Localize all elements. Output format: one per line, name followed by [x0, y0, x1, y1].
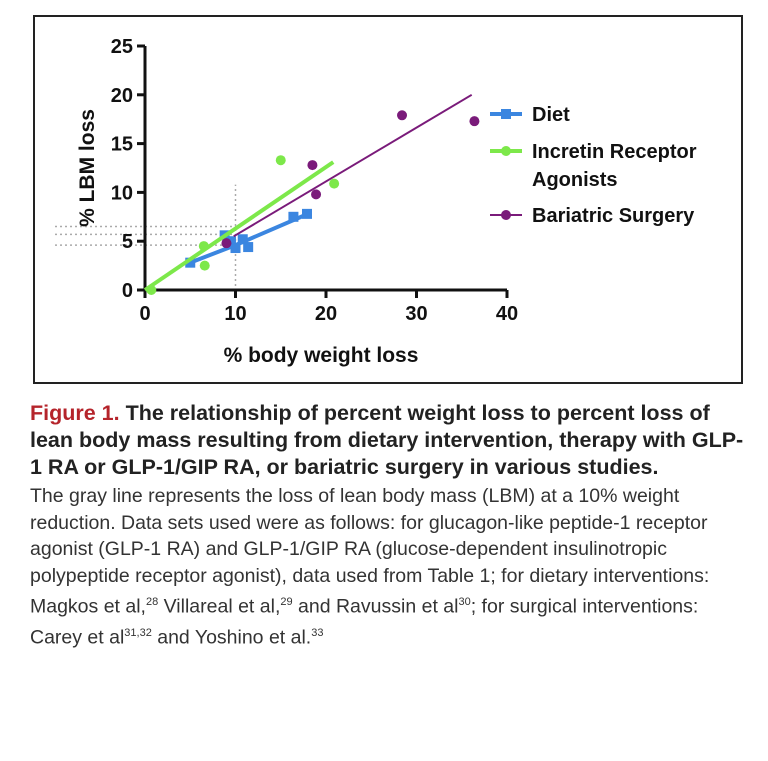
- data-point: [221, 238, 232, 249]
- reference-superscript: 29: [280, 596, 293, 608]
- data-point: [397, 110, 408, 121]
- data-point: [185, 257, 196, 268]
- reference-superscript: 28: [145, 596, 159, 608]
- legend-label: Bariatric Surgery: [532, 205, 695, 227]
- legend-marker: [501, 146, 511, 156]
- legend-label: Diet: [532, 104, 570, 126]
- figure-caption: Figure 1. The relationship of percent we…: [30, 400, 755, 651]
- caption-text: Villareal et al,: [158, 595, 281, 618]
- x-tick-label: 40: [496, 303, 518, 325]
- caption-body: The gray line represents the loss of lea…: [30, 483, 755, 651]
- data-point: [288, 211, 299, 222]
- caption-title: Figure 1. The relationship of percent we…: [30, 400, 755, 481]
- y-tick-label: 20: [111, 85, 133, 107]
- caption-text: ; for surgical interventions: Carey et a…: [30, 595, 699, 649]
- y-tick-label: 5: [122, 231, 133, 253]
- y-axis-label: % LBM loss: [76, 109, 99, 227]
- legend-label: Incretin Receptor: [532, 141, 697, 163]
- y-tick-label: 0: [122, 280, 133, 302]
- x-tick-label: 0: [139, 303, 150, 325]
- caption-text: and Ravussin et al: [292, 595, 459, 618]
- y-tick-label: 10: [111, 182, 133, 204]
- reference-superscript: 31,32: [124, 627, 152, 639]
- reference-superscript: 30: [458, 596, 471, 608]
- data-point: [301, 208, 312, 219]
- figure-label: Figure 1.: [30, 401, 120, 425]
- data-point: [199, 260, 210, 271]
- data-point: [307, 160, 318, 171]
- data-point: [311, 189, 322, 200]
- fit-line: [233, 93, 473, 238]
- data-point: [243, 242, 254, 253]
- data-point: [198, 241, 209, 252]
- scatter-chart: 0 5 10 15 20 25 0 10 20 30 40 % body weight loss % L…: [55, 36, 697, 367]
- data-point: [329, 178, 340, 189]
- data-point: [146, 285, 157, 295]
- y-tick-label: 25: [111, 36, 133, 58]
- caption-text: The gray line represents the loss of lea…: [30, 485, 710, 618]
- legend-marker: [501, 109, 511, 119]
- data-point: [275, 155, 286, 166]
- caption-text: and Yoshino et al.: [151, 626, 312, 649]
- data-point: [469, 116, 480, 127]
- x-tick-label: 20: [315, 303, 337, 325]
- x-tick-label: 30: [405, 303, 427, 325]
- caption-title-text: The relationship of percent weight loss …: [30, 401, 744, 479]
- legend-marker: [501, 210, 511, 220]
- y-tick-label: 15: [111, 134, 133, 156]
- fit-line: [143, 160, 335, 292]
- data-point: [230, 243, 241, 254]
- data-point: [237, 234, 248, 245]
- x-tick-label: 10: [224, 303, 246, 325]
- x-axis-label: % body weight loss: [224, 344, 419, 367]
- figure-frame: [33, 15, 743, 384]
- legend-label: Agonists: [532, 169, 618, 191]
- reference-superscript: 33: [311, 627, 324, 639]
